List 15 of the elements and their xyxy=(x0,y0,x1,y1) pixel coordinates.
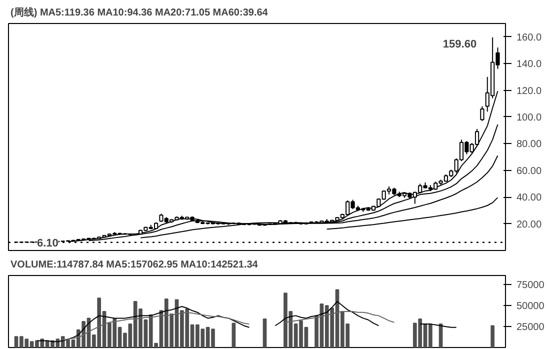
y-tick-label: 100.0 xyxy=(516,112,542,124)
y-tick-label: 80.00 xyxy=(516,139,542,150)
annotation: 159.60 xyxy=(442,38,477,50)
y-tick-label: 120.0 xyxy=(516,86,542,97)
chart-title: VOLUME:114787.84 MA5:157062.95 MA10:142521.34 xyxy=(10,260,258,270)
y-tick-label: 25000 xyxy=(516,322,545,334)
chart-title: (周线) MA5:119.36 MA10:94.36 MA20:71.05 MA60:39.64 xyxy=(10,6,268,18)
y-tick-label: 140.0 xyxy=(516,59,542,70)
y-tick-label: 60.00 xyxy=(516,166,542,177)
y-tick-label: 160.0 xyxy=(516,32,542,44)
ref-line-label: 6.10 xyxy=(36,237,58,250)
y-tick-label: 40.00 xyxy=(516,192,542,204)
y-tick-label: 75000 xyxy=(516,280,545,292)
y-tick-label: 20.00 xyxy=(516,219,542,230)
y-tick-label: 50000 xyxy=(516,301,545,312)
